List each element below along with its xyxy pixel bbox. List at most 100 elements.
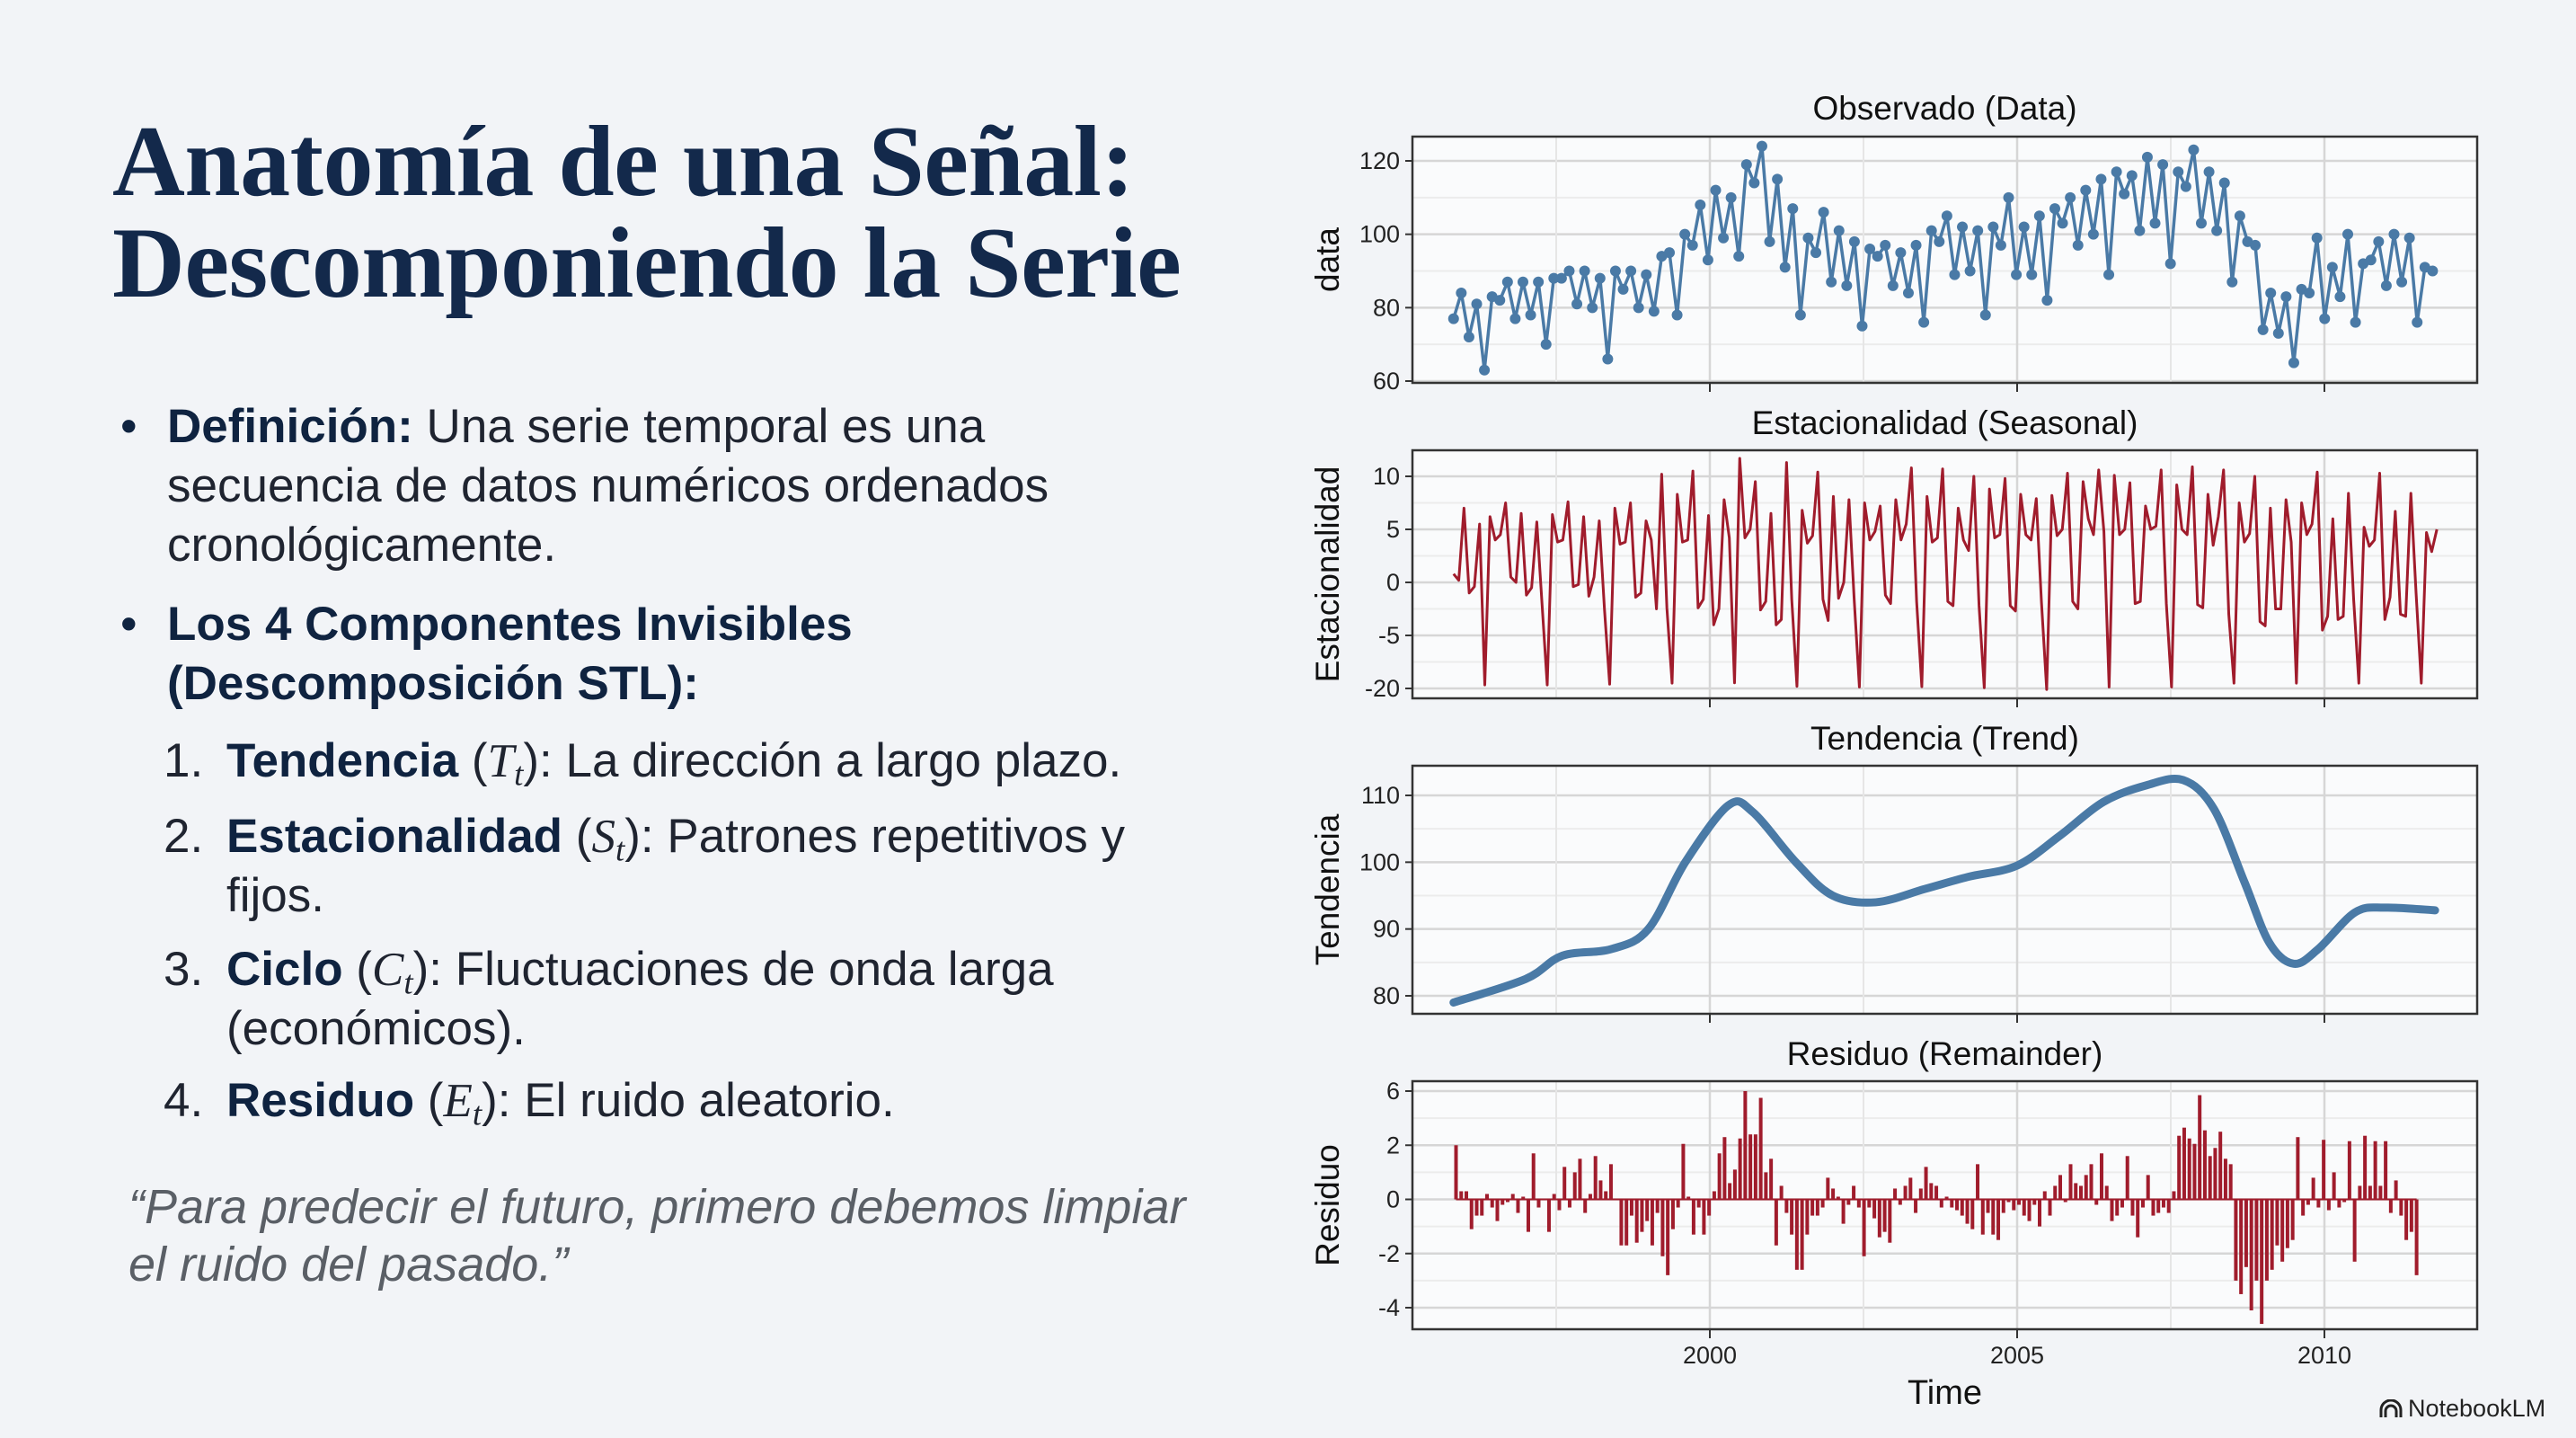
- residual-bar: [1748, 1134, 1753, 1200]
- panel-title: Tendencia (Trend): [1810, 720, 2079, 757]
- residual-bar: [2115, 1199, 2120, 1216]
- data-point: [2195, 217, 2207, 229]
- residual-bar: [1888, 1199, 1892, 1243]
- data-point: [1810, 247, 1822, 259]
- residual-bar: [1852, 1185, 1856, 1200]
- residual-bar: [2094, 1199, 2099, 1205]
- data-point: [2072, 239, 2084, 251]
- residual-bar: [2311, 1177, 2315, 1200]
- paren: (: [458, 734, 488, 787]
- residual-bar: [1686, 1196, 1691, 1200]
- component-label: Residuo: [226, 1074, 415, 1127]
- data-point: [2218, 177, 2230, 189]
- residual-bar: [1536, 1199, 1541, 1208]
- data-point: [1864, 244, 1876, 254]
- residual-bar: [1862, 1199, 1866, 1256]
- residual-bar: [2074, 1183, 2078, 1200]
- residual-bar: [1702, 1199, 1706, 1235]
- residual-bar: [2347, 1141, 2351, 1200]
- residual-bar: [2280, 1199, 2285, 1262]
- residual-bar: [2234, 1199, 2238, 1281]
- data-point: [2087, 228, 2099, 240]
- residual-bar: [2208, 1156, 2212, 1200]
- data-point: [1794, 309, 1806, 321]
- component-trend: 1. Tendencia (Tt): La dirección a largo …: [164, 732, 1228, 794]
- data-point: [2350, 316, 2361, 328]
- bullet-components: • Los 4 Componentes Invisibles (Descompo…: [120, 595, 976, 714]
- data-point: [1787, 203, 1799, 215]
- data-point: [1934, 235, 1945, 247]
- residual-bar: [1764, 1172, 1768, 1200]
- residual-bar: [1516, 1199, 1520, 1213]
- residual-bar: [2192, 1143, 2197, 1200]
- residual-bar: [2161, 1199, 2165, 1208]
- residual-bar: [1469, 1199, 1474, 1229]
- residual-bar: [2363, 1135, 2368, 1200]
- ytick-label: -5: [1378, 622, 1400, 649]
- series: [1449, 774, 2439, 1007]
- residual-bar: [1996, 1199, 2001, 1240]
- residual-bar: [2068, 1164, 2073, 1200]
- residual-bar: [2306, 1199, 2310, 1205]
- data-point: [2011, 269, 2023, 280]
- residual-bar: [1505, 1199, 1509, 1203]
- data-point: [1648, 306, 1660, 317]
- residual-bar: [2140, 1199, 2145, 1208]
- residual-bar: [1521, 1196, 1526, 1200]
- data-point: [1802, 232, 1814, 244]
- data-point: [1902, 288, 1914, 298]
- ylabel: Estacionalidad: [1309, 466, 1346, 683]
- data-point: [1880, 239, 1891, 251]
- data-point: [1447, 313, 1459, 324]
- residual-bar: [2156, 1199, 2161, 1213]
- data-point: [1972, 225, 1984, 236]
- brand-logo: NotebookLM: [2379, 1395, 2545, 1423]
- residual-bar: [1980, 1199, 1985, 1235]
- ytick-label: 120: [1359, 147, 1400, 174]
- ytick-label: 2: [1386, 1132, 1400, 1158]
- residual-bar: [1790, 1199, 1794, 1235]
- ytick-label: -2: [1378, 1240, 1400, 1267]
- data-point: [2149, 217, 2161, 229]
- residual-bar: [1728, 1183, 1732, 1200]
- data-point: [1501, 276, 1513, 288]
- panel-1: -20 -5 0 5 10 Estacionalidad (Seasonal) Estaci…: [1309, 404, 2479, 707]
- data-point: [1856, 320, 1868, 332]
- residual-bar: [2146, 1175, 2150, 1200]
- residual-bar: [2384, 1141, 2388, 1200]
- residual-bar: [2104, 1185, 2109, 1200]
- residual-bar: [2048, 1199, 2052, 1216]
- item-number: 4.: [164, 1074, 204, 1127]
- symbol-subscript: t: [514, 756, 524, 794]
- data-point: [1540, 339, 1552, 351]
- residual-bar: [2213, 1148, 2217, 1200]
- residual-bar: [2301, 1199, 2306, 1216]
- data-point: [2250, 239, 2262, 251]
- data-point: [1702, 254, 1713, 266]
- residual-bar: [2089, 1164, 2094, 1200]
- residual-bar: [2223, 1158, 2227, 1200]
- data-point: [1463, 332, 1474, 342]
- residual-bar: [2198, 1095, 2202, 1200]
- symbol-letter: S: [591, 811, 615, 863]
- data-point: [1740, 159, 1752, 171]
- trend-line: [1449, 774, 2439, 1007]
- data-point: [2373, 235, 2385, 247]
- data-point: [1555, 272, 1567, 284]
- xlabel: Time: [1908, 1374, 1982, 1412]
- data-point: [2141, 151, 2153, 163]
- component-desc: ): Patrones repetitivos y fijos.: [226, 810, 1125, 922]
- data-point: [2257, 324, 2269, 335]
- data-point: [2304, 288, 2315, 298]
- data-point: [1826, 276, 1837, 288]
- residual-bar: [1604, 1191, 1608, 1200]
- item-number: 1.: [164, 734, 204, 787]
- data-point: [1563, 265, 1575, 277]
- residual-bar: [1546, 1199, 1551, 1232]
- data-point: [1664, 247, 1676, 259]
- residual-bar: [1526, 1199, 1530, 1232]
- series-line: [1452, 457, 2439, 691]
- component-symbol: Et: [443, 1075, 482, 1131]
- residual-bar: [2058, 1175, 2063, 1200]
- component-symbol: St: [591, 811, 624, 866]
